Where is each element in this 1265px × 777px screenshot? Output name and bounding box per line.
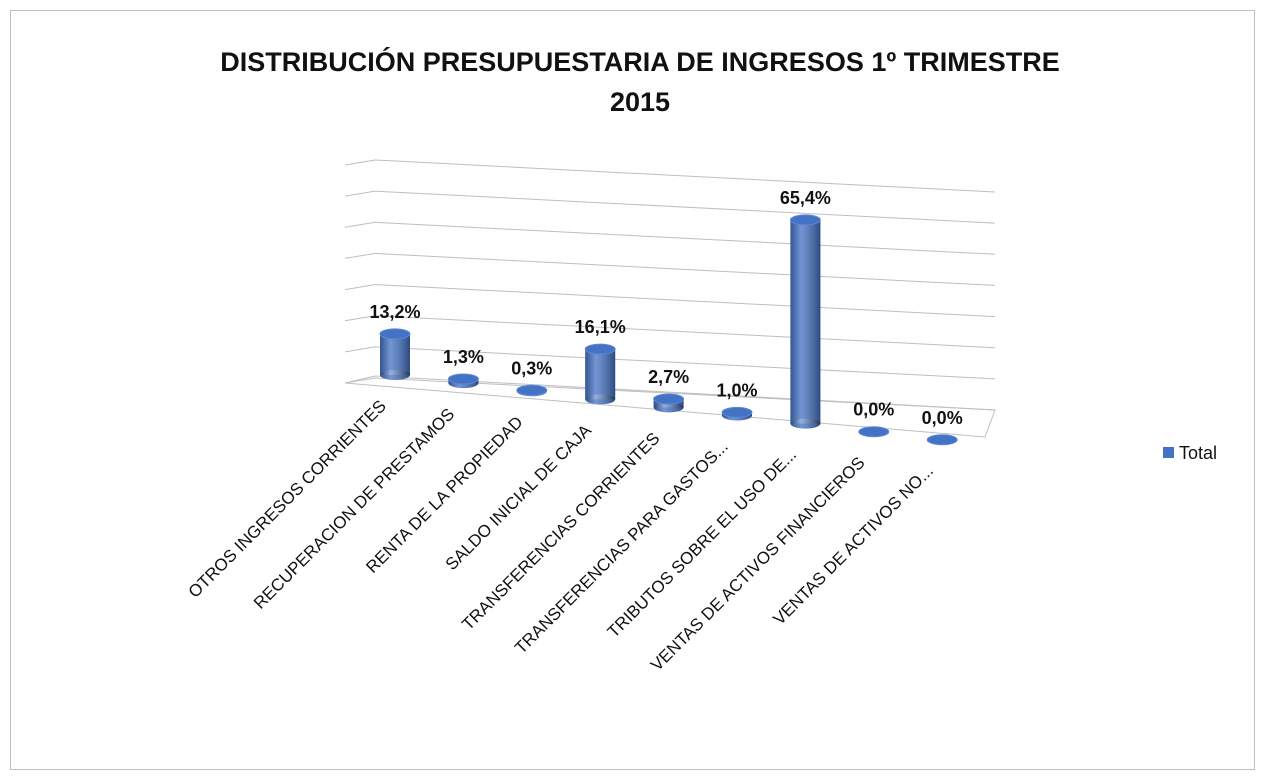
bar-base-shade: [585, 394, 616, 405]
chart-title: DISTRIBUCIÓN PRESUPUESTARIA DE INGRESOS …: [220, 47, 1060, 117]
data-label: 0,0%: [922, 408, 963, 428]
bar-shade: [380, 333, 410, 375]
bar-top: [789, 214, 821, 226]
x-tick-label: SALDO INICIAL DE CAJA: [442, 420, 596, 574]
bar-top: [721, 406, 753, 418]
grid-line: [344, 190, 996, 224]
chart-frame: [10, 10, 1255, 770]
data-label: 16,1%: [575, 317, 626, 337]
data-label: 13,2%: [369, 302, 420, 322]
bar-base-shade: [380, 370, 410, 380]
bar-shade: [790, 219, 821, 424]
grid-line: [344, 284, 996, 318]
data-label: 0,0%: [853, 400, 894, 420]
legend-swatch: [1163, 447, 1174, 458]
x-tick-label: VENTAS DE ACTIVOS NO...: [770, 461, 938, 629]
grid-line: [344, 346, 996, 380]
bar-top: [516, 384, 548, 396]
grid-line: [344, 315, 996, 349]
grid-line: [344, 377, 996, 411]
x-tick-label: RENTA DE LA PROPIEDAD: [362, 413, 526, 577]
grid-line: [344, 159, 996, 193]
bar-top: [584, 343, 616, 355]
bar-top: [858, 426, 890, 438]
bar-top: [379, 328, 411, 340]
legend-label: Total: [1179, 443, 1217, 463]
data-label: 1,0%: [716, 380, 757, 400]
bar-top: [653, 393, 685, 405]
data-label: 2,7%: [648, 367, 689, 387]
bar-base-shade: [790, 418, 821, 429]
grid-line: [344, 252, 996, 286]
bar-top: [926, 434, 958, 446]
bar-top: [447, 373, 479, 385]
data-label: 65,4%: [780, 188, 831, 208]
bar-base-shade: [653, 402, 684, 413]
data-label: 1,3%: [443, 347, 484, 367]
data-label: 0,3%: [511, 358, 552, 378]
bar-shade: [585, 349, 616, 400]
grid-line: [344, 221, 996, 255]
